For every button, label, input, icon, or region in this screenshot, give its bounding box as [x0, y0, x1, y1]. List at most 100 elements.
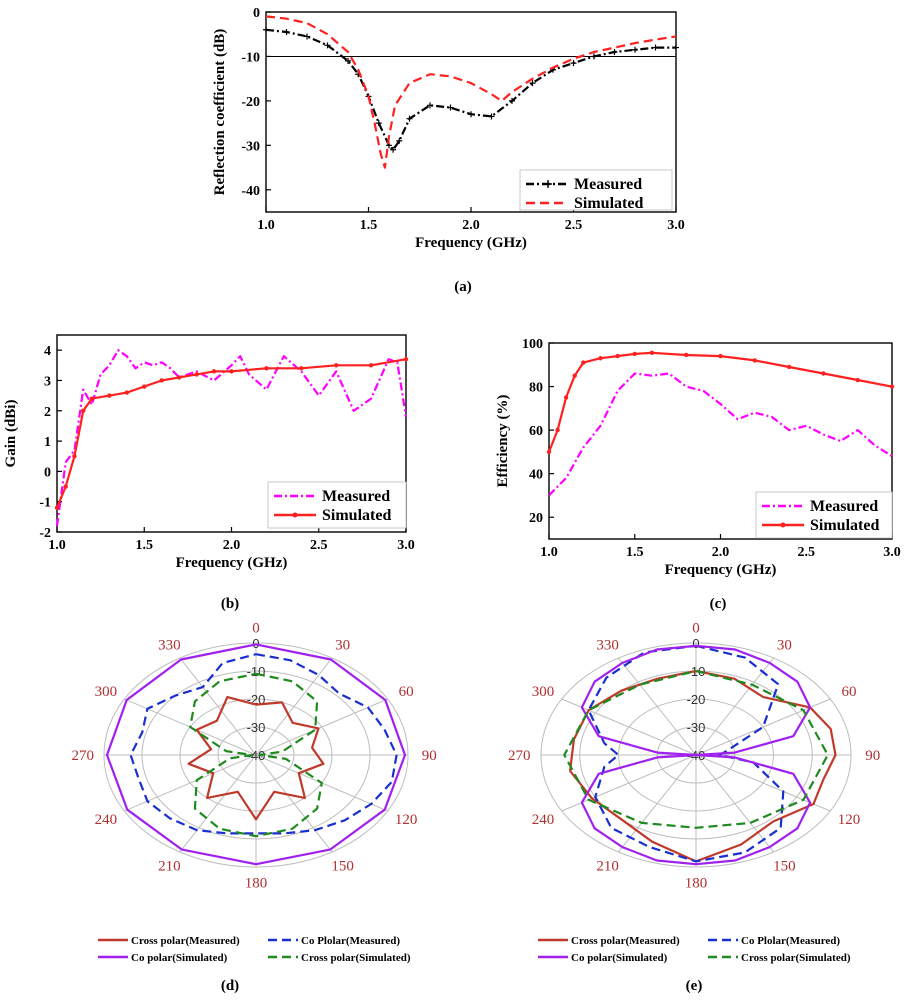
- radial-label: -40: [247, 748, 266, 763]
- data-point: [752, 358, 757, 363]
- legend-marker: [292, 512, 298, 518]
- legend-box: [519, 169, 673, 211]
- series-line-measured: [548, 372, 893, 497]
- data-point: [611, 49, 618, 55]
- radial-label: -30: [687, 720, 706, 735]
- data-point: [468, 111, 474, 118]
- data-point: [375, 120, 382, 127]
- y-tick-label: -1: [39, 496, 51, 511]
- angle-label: 0: [252, 620, 260, 636]
- y-tick-label: -20: [241, 95, 260, 110]
- data-point: [615, 353, 620, 359]
- panel-c: 1.0 1.5 2.0 2.5 3.0 100 80 60 40 20 Frequency (GHz…: [495, 337, 901, 612]
- polar-spoke: [179, 657, 257, 756]
- polar-spoke: [255, 657, 333, 756]
- polar-spoke: [695, 754, 774, 853]
- panel-label: (a): [454, 279, 472, 295]
- legend-label: Simulated: [810, 517, 879, 534]
- angle-label: 90: [422, 748, 437, 764]
- x-tick-label: 2.5: [798, 545, 816, 560]
- data-point: [142, 384, 147, 389]
- angle-label: 150: [773, 859, 796, 875]
- legend-label: Cross polar(Simulated): [741, 952, 851, 964]
- angle-label: 240: [532, 812, 555, 828]
- y-tick-label: 1: [44, 435, 51, 450]
- angle-label: 180: [685, 876, 708, 892]
- data-point: [598, 356, 603, 361]
- polar-spoke: [255, 754, 333, 853]
- series-line-simulated: [55, 358, 407, 509]
- x-tick-label: 2.5: [565, 218, 583, 233]
- legend: Measured Simulated: [519, 169, 673, 212]
- data-point: [406, 115, 413, 122]
- angle-label: 210: [596, 859, 619, 875]
- x-tick-label: 3.0: [397, 538, 415, 553]
- x-tick-label: 2.0: [712, 545, 730, 560]
- legend-label: Co Plolar(Measured): [741, 935, 840, 947]
- data-point: [632, 46, 638, 53]
- legend-marker: [544, 180, 552, 188]
- polar-trace-cross-polar-simulated-: [563, 669, 829, 829]
- data-point: [555, 427, 560, 433]
- data-point: [718, 353, 723, 359]
- legend-label: Simulated: [574, 195, 643, 212]
- data-point: [632, 351, 637, 357]
- legend-box: [267, 481, 407, 529]
- angle-label: 240: [95, 812, 118, 828]
- y-tick-label: -2: [39, 526, 51, 541]
- x-tick-label: 1.0: [257, 218, 275, 233]
- data-point: [855, 377, 860, 383]
- polar-trace-co-plolar-measured-: [129, 653, 398, 835]
- polar-trace-cross-polar-measured-: [187, 695, 325, 821]
- legend: Cross polar(Measured) Co Plolar(Measured)…: [538, 935, 851, 964]
- polar-trace-cross-polar-simulated-: [189, 672, 323, 838]
- x-tick-label: 2.5: [310, 538, 328, 553]
- angle-label: 270: [71, 748, 94, 764]
- data-point: [570, 60, 577, 67]
- legend-label: Cross polar(Measured): [571, 935, 680, 947]
- data-point: [72, 454, 77, 459]
- angle-label: 60: [842, 684, 857, 700]
- angle-label: 30: [335, 637, 350, 653]
- data-point: [283, 29, 290, 35]
- legend-label: Cross polar(Simulated): [301, 952, 411, 964]
- data-point: [263, 26, 269, 33]
- y-tick-label: 80: [529, 381, 543, 396]
- polar-spoke: [695, 754, 831, 812]
- x-tick-label: 1.5: [360, 218, 378, 233]
- data-point: [403, 357, 409, 362]
- y-tick-label: 60: [529, 424, 543, 439]
- legend-label: Measured: [810, 498, 878, 515]
- legend-box: [755, 491, 893, 539]
- data-point: [334, 363, 339, 368]
- polar-spoke: [695, 657, 774, 756]
- data-point: [572, 373, 577, 378]
- y-tick-label: 20: [529, 511, 543, 526]
- legend-label: Co polar(Simulated): [131, 952, 228, 964]
- angle-label: 300: [532, 684, 555, 700]
- y-tick-label: -10: [241, 50, 260, 65]
- angle-label: 180: [245, 876, 268, 892]
- series-line-measured: [55, 349, 408, 527]
- angle-label: 210: [158, 859, 181, 875]
- data-point: [345, 57, 351, 64]
- panel-b: 1.0 1.5 2.0 2.5 3.0 4 3 2 1 0 -1 -2 Frequency (GHz) G…: [3, 334, 415, 612]
- y-tick-label: 40: [529, 468, 543, 483]
- data-point: [211, 369, 217, 374]
- y-tick-label: 100: [522, 337, 543, 352]
- data-point: [107, 393, 112, 398]
- angle-label: 330: [158, 637, 181, 653]
- legend-label: Simulated: [322, 507, 391, 524]
- data-point: [194, 372, 199, 377]
- data-point: [546, 449, 552, 455]
- angle-label: 150: [331, 859, 354, 875]
- y-tick-label: 0: [44, 465, 51, 480]
- data-point: [786, 364, 792, 370]
- data-point: [889, 384, 895, 389]
- data-point: [390, 146, 397, 153]
- data-point: [176, 375, 182, 380]
- polar-spoke: [618, 657, 697, 756]
- angle-label: 120: [838, 812, 861, 828]
- data-point: [396, 137, 403, 144]
